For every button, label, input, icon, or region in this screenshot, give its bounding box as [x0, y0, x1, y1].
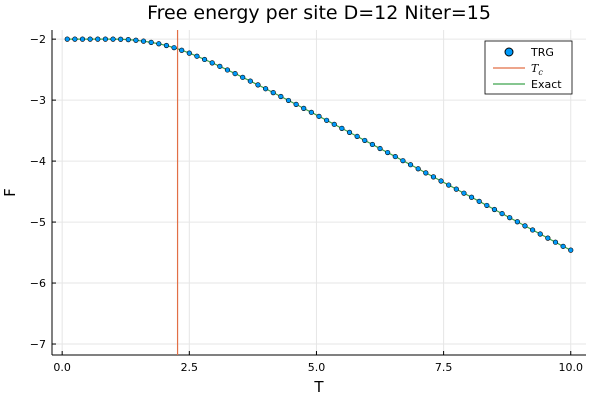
trg-data-point	[263, 86, 269, 92]
y-tick-label: −7	[30, 338, 46, 351]
y-axis-label: F	[1, 188, 19, 197]
legend-label: Exact	[531, 78, 562, 91]
trg-data-point	[468, 194, 475, 200]
trg-data-point	[285, 97, 292, 104]
trg-data-point	[552, 239, 559, 245]
trg-data-point	[545, 235, 551, 241]
trg-data-point	[331, 121, 337, 127]
trg-data-point	[72, 36, 78, 42]
trg-data-point	[179, 47, 185, 53]
trg-data-point	[293, 101, 299, 107]
trg-data-point	[446, 182, 452, 188]
y-tick-label: −3	[30, 94, 46, 107]
grid	[52, 30, 586, 355]
trg-data-point	[301, 105, 307, 111]
trg-data-point	[385, 149, 391, 156]
trg-data-point	[308, 109, 314, 115]
trg-data-point	[430, 174, 437, 180]
trg-data-point	[133, 37, 139, 43]
trg-data-point	[102, 36, 108, 42]
trg-data-point	[369, 141, 376, 148]
trg-data-point	[339, 125, 345, 131]
trg-data-point	[110, 36, 116, 42]
trg-data-point	[278, 93, 284, 100]
trg-data-point	[209, 60, 215, 66]
trg-data-point	[423, 170, 429, 176]
trg-data-point	[499, 210, 505, 217]
trg-data-point	[201, 56, 208, 63]
plot-frame	[51, 30, 586, 356]
trg-data-point	[491, 206, 498, 213]
trg-data-point	[568, 247, 574, 253]
legend-subscript: c	[538, 68, 543, 77]
trg-data-point	[240, 74, 246, 80]
trg-data-point	[163, 42, 170, 49]
legend-label: TRG	[530, 46, 554, 59]
x-tick-label: 10.0	[558, 361, 583, 374]
trg-data-point	[255, 82, 261, 88]
y-tick-label: −2	[30, 33, 46, 46]
x-tick-label: 0.0	[53, 361, 71, 374]
trg-data-point	[415, 166, 421, 172]
trg-data-point	[171, 45, 177, 51]
x-tick-label: 7.5	[435, 361, 453, 374]
trg-data-point	[324, 117, 330, 123]
trg-data-point	[476, 198, 482, 204]
trg-data-point	[346, 129, 353, 135]
y-tick-label: −4	[30, 155, 46, 168]
trg-data-point	[484, 202, 490, 209]
trg-data-point	[232, 70, 238, 77]
trg-data-point	[438, 178, 444, 184]
trg-data-point	[224, 67, 231, 73]
ticks: 0.0 2.5 5.0 7.5 10.0 −7 −6 −5 −4 −3 −2	[30, 33, 583, 374]
trg-data-point	[118, 36, 124, 42]
trg-data-point	[377, 145, 383, 152]
x-tick-label: 2.5	[181, 361, 199, 374]
trg-data-point	[537, 231, 543, 237]
trg-data-point	[316, 113, 322, 119]
chart-title: Free energy per site D=12 Niter=15	[147, 2, 491, 24]
trg-data-point	[95, 36, 101, 42]
trg-data-point	[87, 36, 93, 42]
trg-data-point	[453, 186, 459, 192]
trg-data-point	[140, 38, 147, 44]
trg-data-point	[461, 190, 467, 196]
trg-data-point	[522, 223, 528, 229]
trg-data-point	[79, 36, 86, 42]
trg-data-point	[148, 39, 154, 45]
trg-data-point	[560, 243, 566, 249]
trg-data-point	[186, 50, 192, 56]
data-layer	[64, 30, 574, 355]
trg-data-point	[247, 78, 253, 84]
trg-data-point	[125, 37, 131, 43]
trg-data-point	[507, 215, 513, 221]
trg-data-point	[400, 158, 406, 164]
x-axis-label: T	[313, 378, 324, 396]
x-tick-label: 5.0	[308, 361, 326, 374]
trg-data-point	[156, 41, 162, 47]
trg-data-point	[514, 219, 520, 225]
y-tick-label: −6	[30, 277, 46, 290]
trg-data-point	[64, 36, 70, 42]
y-tick-label: −5	[30, 216, 46, 229]
trg-data-point	[194, 53, 200, 59]
trg-data-point	[392, 153, 398, 160]
trg-data-point	[407, 162, 414, 168]
trg-data-point	[217, 63, 223, 69]
trg-data-point	[529, 227, 536, 233]
trg-data-point	[354, 133, 360, 140]
legend-trg-marker	[504, 47, 514, 57]
trg-data-point	[362, 137, 368, 144]
trg-data-point	[270, 90, 276, 96]
